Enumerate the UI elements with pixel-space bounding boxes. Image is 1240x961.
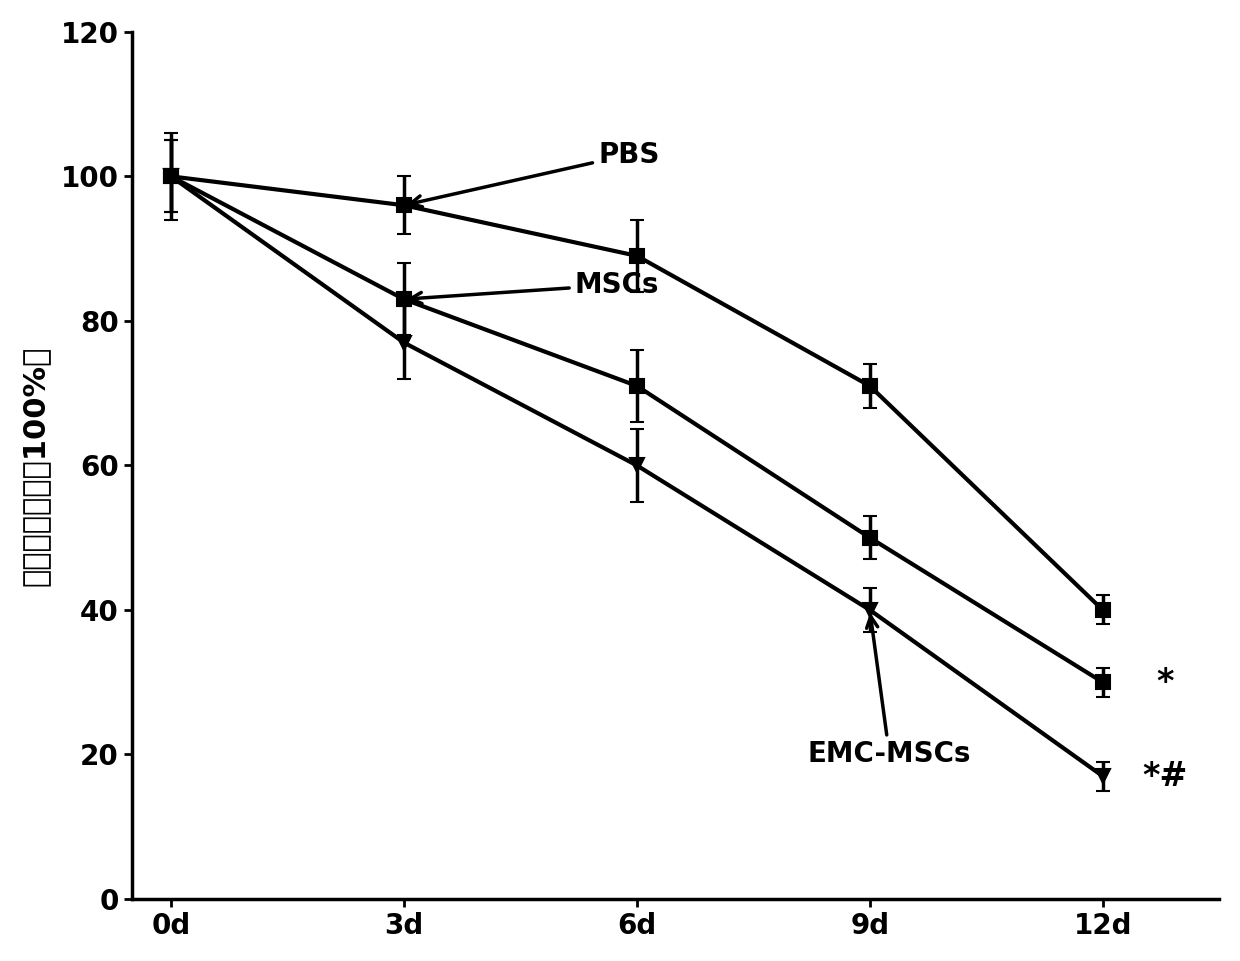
Text: PBS: PBS — [410, 140, 660, 207]
Text: EMC-MSCs: EMC-MSCs — [807, 617, 971, 769]
Text: *#: *# — [1142, 759, 1188, 793]
Text: *: * — [1156, 666, 1173, 699]
Y-axis label: 相对创面面积（100%）: 相对创面面积（100%） — [21, 345, 50, 585]
Text: MSCs: MSCs — [410, 271, 660, 304]
